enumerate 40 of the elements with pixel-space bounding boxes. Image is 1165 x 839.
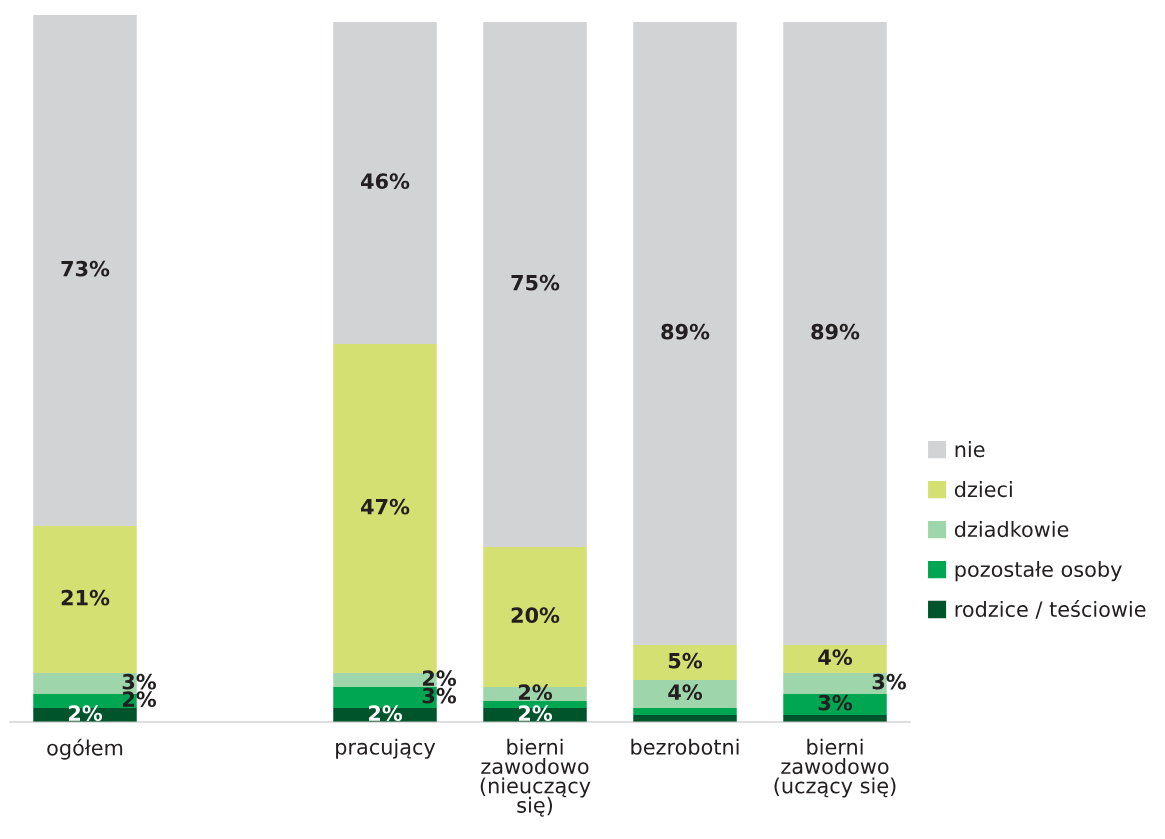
x-tick-label: ogółem <box>47 738 123 760</box>
data-label: 89% <box>661 323 710 340</box>
bar <box>783 22 887 645</box>
bar <box>33 15 137 526</box>
bar <box>633 708 737 715</box>
data-label: 2% <box>518 705 553 722</box>
bar <box>633 22 737 645</box>
bar <box>783 694 887 715</box>
x-tick-label: bierni zawodowo (nieuczący się) <box>480 738 591 817</box>
data-label: 4% <box>818 649 853 666</box>
x-tick-label: bezrobotni <box>631 738 739 755</box>
data-label: 89% <box>811 323 860 340</box>
legend-label: pozostałe osoby <box>955 560 1122 582</box>
legend-label: rodzice / teściowie <box>955 600 1146 619</box>
legend-label: dzieci <box>954 481 1012 498</box>
data-label: 2% <box>68 705 103 722</box>
data-label: 47% <box>361 498 410 515</box>
data-label: 20% <box>511 607 560 624</box>
bar <box>33 526 137 673</box>
data-label: 2% <box>518 684 553 701</box>
data-label: 2% <box>368 705 403 722</box>
bar <box>633 645 737 680</box>
x-tick-label: pracujący <box>336 738 436 759</box>
data-label: 3% <box>122 673 157 690</box>
data-label: 2% <box>422 670 457 687</box>
bar <box>783 645 887 673</box>
x-tick-label: bierni zawodowo (uczący się) <box>774 738 896 798</box>
data-label: 46% <box>361 173 410 190</box>
data-label: 21% <box>61 589 110 606</box>
legend-label: dziadkowie <box>954 521 1069 538</box>
data-label: 4% <box>668 684 703 701</box>
data-label: 75% <box>511 274 560 291</box>
bar <box>633 680 737 708</box>
data-label: 73% <box>61 260 110 277</box>
data-label: 3% <box>872 673 907 690</box>
bar <box>483 22 587 547</box>
data-label: 3% <box>818 694 853 711</box>
data-label: 5% <box>668 652 703 669</box>
legend-label: nie <box>955 441 985 458</box>
bar <box>333 22 437 344</box>
